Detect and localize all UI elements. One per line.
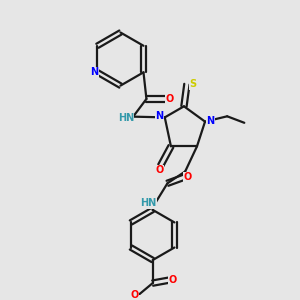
Text: N: N bbox=[206, 116, 214, 126]
Text: O: O bbox=[130, 290, 139, 300]
Text: HN: HN bbox=[140, 198, 156, 208]
Text: O: O bbox=[165, 94, 174, 104]
Text: HN: HN bbox=[118, 113, 134, 123]
Text: O: O bbox=[156, 165, 164, 175]
Text: N: N bbox=[90, 67, 99, 77]
Text: O: O bbox=[169, 275, 177, 285]
Text: O: O bbox=[183, 172, 192, 182]
Text: S: S bbox=[189, 79, 197, 89]
Text: N: N bbox=[155, 111, 164, 121]
